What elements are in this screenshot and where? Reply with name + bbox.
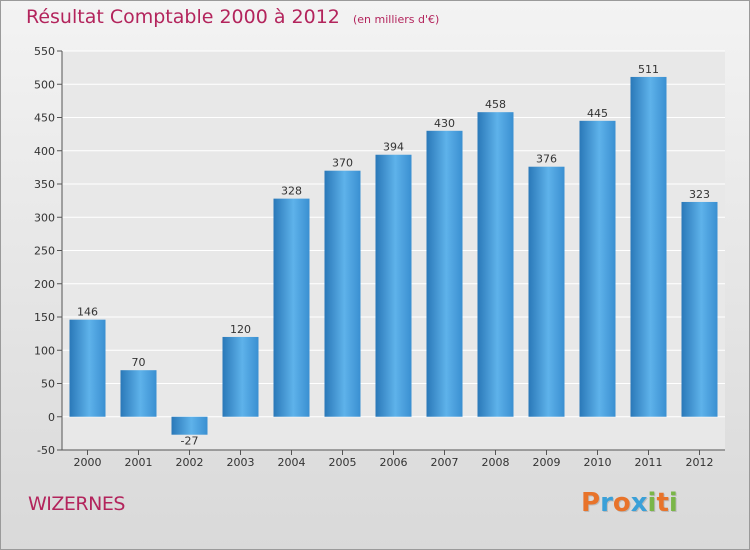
y-tick-label: 150 (34, 311, 55, 324)
bar-2003 (222, 336, 259, 417)
bar-2009 (528, 166, 565, 417)
bar-2001 (120, 370, 157, 417)
logo-letter: o (612, 488, 631, 518)
logo-letter: t (656, 488, 669, 518)
value-label-2005: 370 (332, 157, 353, 170)
proxiti-logo[interactable]: Proxiti (581, 488, 678, 518)
x-tick-label: 2009 (533, 456, 561, 469)
logo-letter: r (600, 488, 613, 518)
y-tick-label: 0 (48, 411, 55, 424)
value-label-2011: 511 (638, 63, 659, 76)
x-tick-label: 2006 (380, 456, 408, 469)
y-tick-label: 200 (34, 278, 55, 291)
x-tick-label: 2000 (74, 456, 102, 469)
y-tick-label: -50 (37, 444, 55, 457)
logo-letter: x (630, 488, 648, 518)
x-axis: 2000 2001 2002 2003 2004 2005 2006 2007 2008 2009… (74, 450, 714, 469)
logo-letter: i (668, 488, 678, 518)
x-tick-label: 2005 (329, 456, 357, 469)
y-tick-label: 50 (41, 378, 55, 391)
value-label-2002: -27 (181, 435, 199, 448)
bar-2012 (681, 201, 718, 417)
y-tick-label: 300 (34, 211, 55, 224)
chart-subtitle: (en milliers d'€) (352, 13, 440, 26)
y-tick-label: 550 (34, 45, 55, 58)
x-tick-label: 2002 (176, 456, 204, 469)
bar-2005 (324, 170, 361, 417)
x-tick-label: 2010 (584, 456, 612, 469)
value-label-2003: 120 (230, 323, 251, 336)
y-tick-label: 400 (34, 145, 55, 158)
value-label-2007: 430 (434, 117, 455, 130)
value-labels: 146 70 -27 120 328 370 394 430 458 376 445 511 323 (77, 63, 710, 448)
value-label-2012: 323 (689, 188, 710, 201)
bar-2002 (171, 416, 208, 435)
value-label-2006: 394 (383, 141, 404, 154)
bar-2010 (579, 120, 616, 417)
x-tick-label: 2004 (278, 456, 306, 469)
value-label-2001: 70 (132, 356, 146, 369)
logo-letter: i (647, 488, 657, 518)
bars (69, 76, 718, 435)
bar-2008 (477, 112, 514, 417)
bar-2000 (69, 319, 106, 417)
x-tick-label: 2008 (482, 456, 510, 469)
x-tick-label: 2007 (431, 456, 459, 469)
chart-header: Résultat Comptable 2000 à 2012 (en milli… (26, 6, 439, 28)
value-label-2009: 376 (536, 153, 557, 166)
chart-title: Résultat Comptable 2000 à 2012 (26, 6, 340, 28)
y-tick-label: 350 (34, 178, 55, 191)
value-label-2008: 458 (485, 98, 506, 111)
bar-2006 (375, 154, 412, 417)
value-label-2004: 328 (281, 185, 302, 198)
y-tick-label: 450 (34, 112, 55, 125)
x-tick-label: 2012 (686, 456, 714, 469)
x-tick-label: 2011 (635, 456, 663, 469)
value-label-2010: 445 (587, 107, 608, 120)
value-label-2000: 146 (77, 306, 98, 319)
bar-2007 (426, 130, 463, 417)
logo-letter: P (581, 488, 601, 518)
x-tick-label: 2001 (125, 456, 153, 469)
bar-2011 (630, 76, 667, 417)
commune-name: WIZERNES (28, 493, 125, 515)
y-tick-label: 100 (34, 344, 55, 357)
y-tick-label: 500 (34, 78, 55, 91)
y-tick-label: 250 (34, 245, 55, 258)
x-tick-label: 2003 (227, 456, 255, 469)
bar-2004 (273, 198, 310, 417)
